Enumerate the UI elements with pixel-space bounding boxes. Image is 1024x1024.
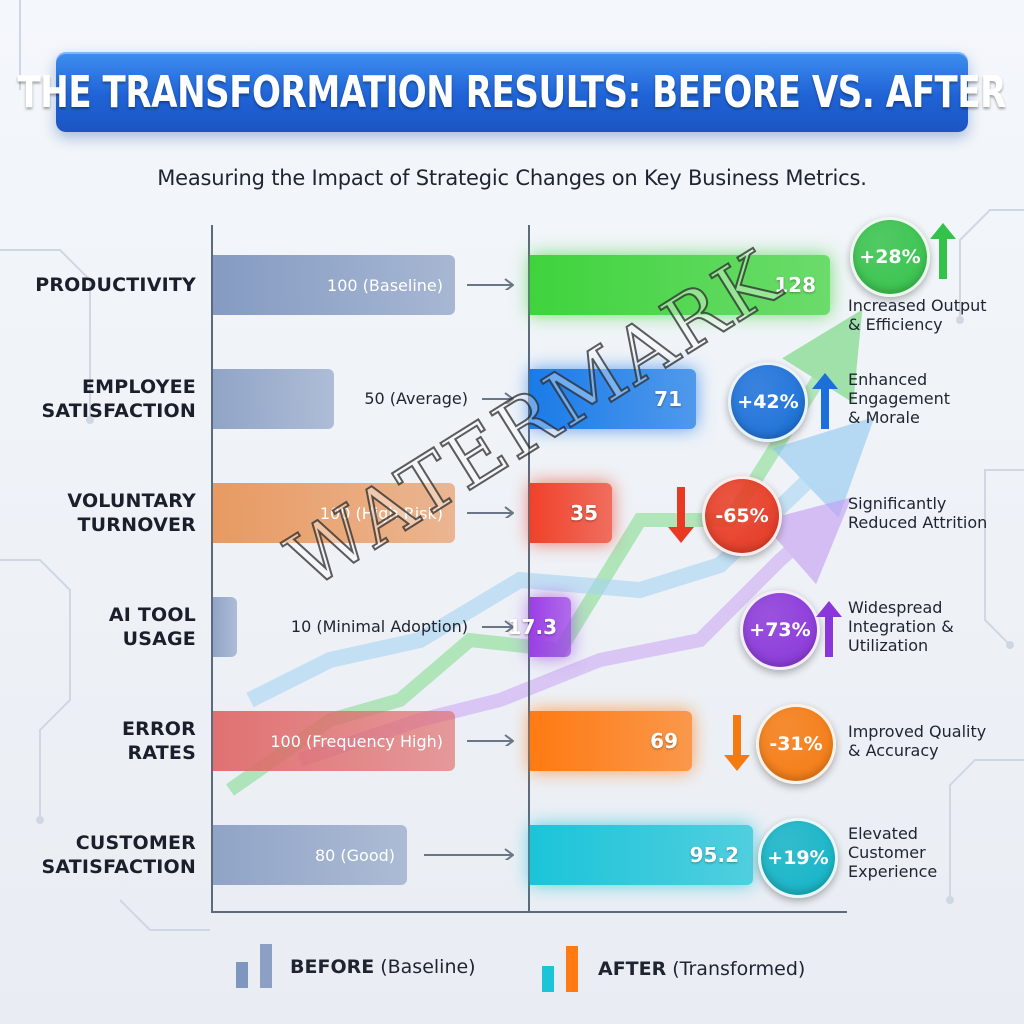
description-productivity: Increased Output & Efficiency bbox=[848, 296, 987, 334]
before-value-label-voluntary-turnover: 100 (High Risk) bbox=[319, 503, 443, 523]
arrow-ai-tool-usage bbox=[482, 620, 514, 632]
after-value-label-voluntary-turnover: 35 bbox=[570, 501, 598, 525]
chart-baseline bbox=[211, 911, 847, 913]
after-bar-ai-tool-usage: 17.3 bbox=[508, 597, 571, 657]
category-label-error-rates: ERROR RATES bbox=[121, 718, 196, 764]
arrow-error-rates bbox=[467, 734, 514, 746]
category-label-voluntary-turnover: VOLUNTARY TURNOVER bbox=[67, 490, 196, 536]
trend-up-arrow-icon-employee-satisfaction bbox=[812, 373, 838, 429]
change-badge-ai-tool-usage: +73% bbox=[740, 590, 820, 670]
before-legend-icon bbox=[236, 944, 272, 988]
before-value-label-customer-satisfaction: 80 (Good) bbox=[314, 845, 395, 865]
before-bar-customer-satisfaction: 80 (Good) bbox=[213, 825, 407, 885]
before-bar-employee-satisfaction bbox=[213, 369, 334, 429]
change-badge-productivity: +28% bbox=[850, 217, 930, 297]
after-axis bbox=[528, 225, 530, 913]
after-legend-icon bbox=[542, 946, 578, 992]
after-bar-error-rates: 69 bbox=[530, 711, 692, 771]
description-ai-tool-usage: Widespread Integration & Utilization bbox=[848, 598, 954, 655]
title-banner: THE TRANSFORMATION RESULTS: BEFORE VS. A… bbox=[18, 52, 1007, 132]
legend-after: AFTER (Transformed) bbox=[540, 944, 805, 994]
after-bar-voluntary-turnover: 35 bbox=[530, 483, 612, 543]
category-label-employee-satisfaction: EMPLOYEE SATISFACTION bbox=[41, 376, 196, 422]
after-bar-customer-satisfaction: 95.2 bbox=[530, 825, 753, 885]
change-badge-voluntary-turnover: -65% bbox=[702, 476, 782, 556]
category-label-customer-satisfaction: CUSTOMER SATISFACTION bbox=[41, 832, 196, 878]
legend-before-label: BEFORE bbox=[290, 956, 375, 978]
legend-before-sub: (Baseline) bbox=[380, 956, 476, 978]
chart-subtitle: Measuring the Impact of Strategic Change… bbox=[157, 166, 867, 190]
trend-up-arrow-icon-productivity bbox=[930, 223, 956, 279]
legend-after-sub: (Transformed) bbox=[672, 958, 806, 980]
legend-after-label: AFTER bbox=[598, 958, 667, 980]
category-label-productivity: PRODUCTIVITY bbox=[35, 274, 196, 296]
chart-title: THE TRANSFORMATION RESULTS: BEFORE VS. A… bbox=[17, 66, 1007, 118]
before-bar-productivity: 100 (Baseline) bbox=[213, 255, 455, 315]
change-badge-customer-satisfaction: +19% bbox=[758, 818, 838, 898]
before-bar-ai-tool-usage bbox=[213, 597, 237, 657]
arrow-productivity bbox=[467, 278, 514, 290]
before-value-label-error-rates: 100 (Frequency High) bbox=[270, 731, 443, 751]
legend-before: BEFORE (Baseline) bbox=[236, 944, 476, 990]
before-axis bbox=[211, 225, 213, 913]
trend-down-arrow-icon-error-rates bbox=[724, 715, 750, 771]
change-badge-error-rates: -31% bbox=[756, 704, 836, 784]
after-value-label-employee-satisfaction: 71 bbox=[654, 387, 682, 411]
description-error-rates: Improved Quality & Accuracy bbox=[848, 722, 987, 760]
arrow-customer-satisfaction bbox=[424, 848, 514, 860]
after-value-label-customer-satisfaction: 95.2 bbox=[689, 843, 739, 867]
trend-up-arrow-icon-ai-tool-usage bbox=[816, 601, 842, 657]
arrow-voluntary-turnover bbox=[467, 506, 514, 518]
before-value-label-productivity: 100 (Baseline) bbox=[327, 275, 443, 295]
after-bar-employee-satisfaction: 71 bbox=[530, 369, 696, 429]
before-value-label-employee-satisfaction: 50 (Average) bbox=[364, 389, 468, 408]
after-value-label-productivity: 128 bbox=[774, 273, 816, 297]
change-badge-employee-satisfaction: +42% bbox=[728, 362, 808, 442]
trend-down-arrow-icon-voluntary-turnover bbox=[668, 487, 694, 543]
category-label-ai-tool-usage: AI TOOL USAGE bbox=[108, 604, 196, 650]
after-value-label-ai-tool-usage: 17.3 bbox=[507, 615, 557, 639]
description-voluntary-turnover: Significantly Reduced Attrition bbox=[848, 494, 988, 532]
description-customer-satisfaction: Elevated Customer Experience bbox=[848, 824, 938, 881]
before-value-label-ai-tool-usage: 10 (Minimal Adoption) bbox=[290, 617, 468, 636]
before-bar-voluntary-turnover: 100 (High Risk) bbox=[213, 483, 455, 543]
description-employee-satisfaction: Enhanced Engagement & Morale bbox=[848, 370, 951, 427]
after-bar-productivity: 128 bbox=[530, 255, 830, 315]
arrow-employee-satisfaction bbox=[482, 392, 514, 404]
before-bar-error-rates: 100 (Frequency High) bbox=[213, 711, 455, 771]
after-value-label-error-rates: 69 bbox=[650, 729, 678, 753]
